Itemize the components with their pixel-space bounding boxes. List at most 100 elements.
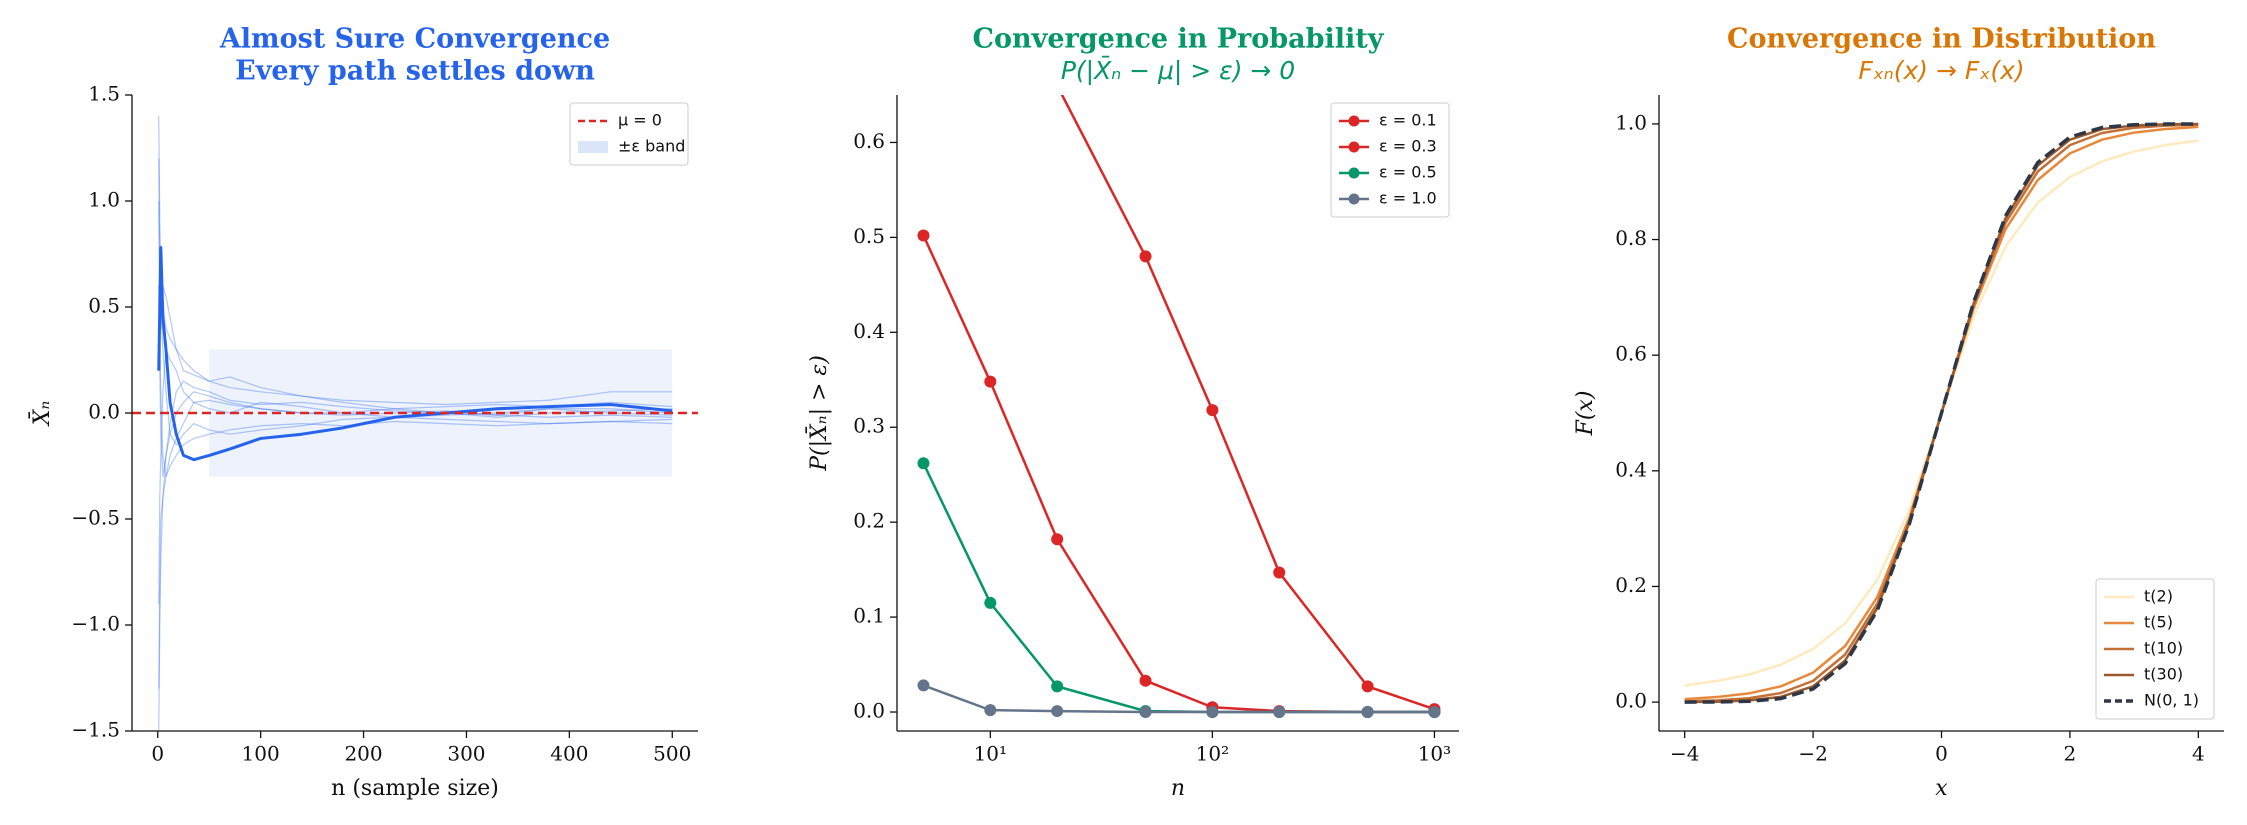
legend-box: [1330, 102, 1450, 218]
series-line: [1060, 95, 1435, 711]
y-tick-label: 0.5: [88, 294, 120, 318]
legend-label: ±ε band: [618, 137, 685, 156]
legend-label: t(2): [2144, 587, 2173, 606]
legend: ε = 0.1 ε = 0.3 ε = 0.5 ε = 1.0: [1330, 102, 1450, 218]
marker: [1139, 706, 1152, 719]
legend-marker: [1348, 115, 1360, 127]
legend-label: t(5): [2144, 613, 2173, 632]
y-tick-label: 0.8: [1615, 226, 1647, 250]
x-tick-label: 300: [447, 742, 485, 766]
legend: μ = 0 ±ε band: [569, 102, 689, 166]
y-tick-label: 1.0: [88, 188, 120, 212]
legend-box: [2095, 578, 2215, 720]
marker: [984, 704, 997, 717]
legend-label: t(10): [2144, 639, 2183, 658]
chart-title: Convergence in Distribution: [1727, 24, 2156, 55]
series-line: [922, 234, 1435, 714]
x-axis-label: n: [1171, 776, 1185, 801]
y-tick-label: 0.1: [853, 604, 885, 628]
x-tick-label: 10²: [1196, 742, 1229, 766]
marker: [1273, 706, 1286, 719]
legend-swatch: [578, 141, 608, 153]
y-tick-label: 0.5: [853, 224, 885, 248]
y-axis-label: P(|X̄ₙ| > ε): [805, 355, 832, 472]
marker: [1051, 680, 1064, 693]
marker: [1206, 404, 1219, 417]
plot-area: [132, 116, 698, 731]
x-axis-label: x: [1935, 776, 1948, 801]
x-tick-label: 500: [653, 742, 691, 766]
legend-label: ε = 0.1: [1379, 111, 1437, 130]
plot-area: [1684, 122, 2199, 704]
x-axis-label: n (sample size): [331, 776, 499, 801]
marker: [1051, 533, 1064, 546]
x-tick-label: 0: [1935, 742, 1948, 766]
marker: [1361, 680, 1374, 693]
y-tick-label: 0.6: [1615, 342, 1647, 366]
x-tick-label: −4: [1670, 742, 1699, 766]
y-tick-label: 0.2: [853, 509, 885, 533]
series-line: [158, 285, 673, 478]
legend-marker: [1348, 141, 1360, 153]
marker: [1051, 705, 1064, 718]
x-tick-label: 2: [2064, 742, 2077, 766]
y-tick-label: 0.4: [853, 319, 885, 343]
marker: [1428, 706, 1441, 719]
series-line: [158, 418, 673, 689]
x-tick-label: 400: [550, 742, 588, 766]
x-tick-label: −2: [1798, 742, 1827, 766]
series-line: [923, 684, 1435, 714]
y-tick-label: −0.5: [71, 506, 120, 530]
series-line: [158, 348, 673, 604]
x-tick-label: 10¹: [974, 742, 1007, 766]
series-line: [158, 380, 673, 731]
legend-marker: [1348, 167, 1360, 179]
x-tick-label: 10³: [1418, 742, 1451, 766]
x-tick-label: 200: [344, 742, 382, 766]
y-tick-label: 0.2: [1615, 573, 1647, 597]
x-tick-label: 100: [242, 742, 280, 766]
y-axis-label: X̄ₙ: [28, 401, 55, 428]
y-tick-label: 0.0: [853, 699, 885, 723]
x-tick-label: 0: [151, 742, 164, 766]
y-tick-label: 1.5: [88, 82, 120, 106]
marker: [917, 457, 930, 470]
chart-subtitle: Every path settles down: [235, 56, 595, 87]
legend-label: ε = 0.3: [1379, 137, 1437, 156]
y-tick-label: 0.0: [88, 400, 120, 424]
y-tick-label: 0.0: [1615, 689, 1647, 713]
series-line: [1684, 122, 2199, 704]
chart-subtitle: Fₓₙ(x) → Fₓ(x): [1858, 56, 2024, 85]
series-line: [158, 200, 673, 478]
chart-title: Almost Sure Convergence: [219, 24, 610, 55]
chart-subtitle: P(|X̄ₙ − μ| > ε) → 0: [1061, 55, 1295, 85]
x-tick-label: 4: [2192, 742, 2205, 766]
legend-label: ε = 0.5: [1379, 163, 1437, 182]
marker: [1139, 674, 1152, 687]
y-tick-label: 0.3: [853, 414, 885, 438]
marker: [917, 229, 930, 242]
legend: t(2) t(5) t(10) t(30) N(0, 1): [2095, 578, 2215, 720]
legend-marker: [1348, 193, 1360, 205]
chart-title: Convergence in Probability: [973, 24, 1385, 55]
marker: [1273, 566, 1286, 579]
marker: [984, 596, 997, 609]
marker: [917, 679, 930, 692]
marker: [1361, 706, 1374, 719]
y-tick-label: −1.5: [71, 718, 120, 742]
y-axis-label: F(x): [1573, 391, 1598, 437]
legend-label: μ = 0: [618, 111, 662, 130]
y-tick-label: 0.4: [1615, 457, 1647, 481]
marker: [984, 375, 997, 388]
plot-area: [917, 95, 1441, 719]
legend-label: ε = 1.0: [1379, 189, 1437, 208]
series-line: [157, 246, 673, 462]
legend-label: N(0, 1): [2144, 691, 2199, 710]
legend-label: t(30): [2144, 665, 2183, 684]
y-tick-label: 0.6: [853, 129, 885, 153]
marker: [1139, 250, 1152, 263]
